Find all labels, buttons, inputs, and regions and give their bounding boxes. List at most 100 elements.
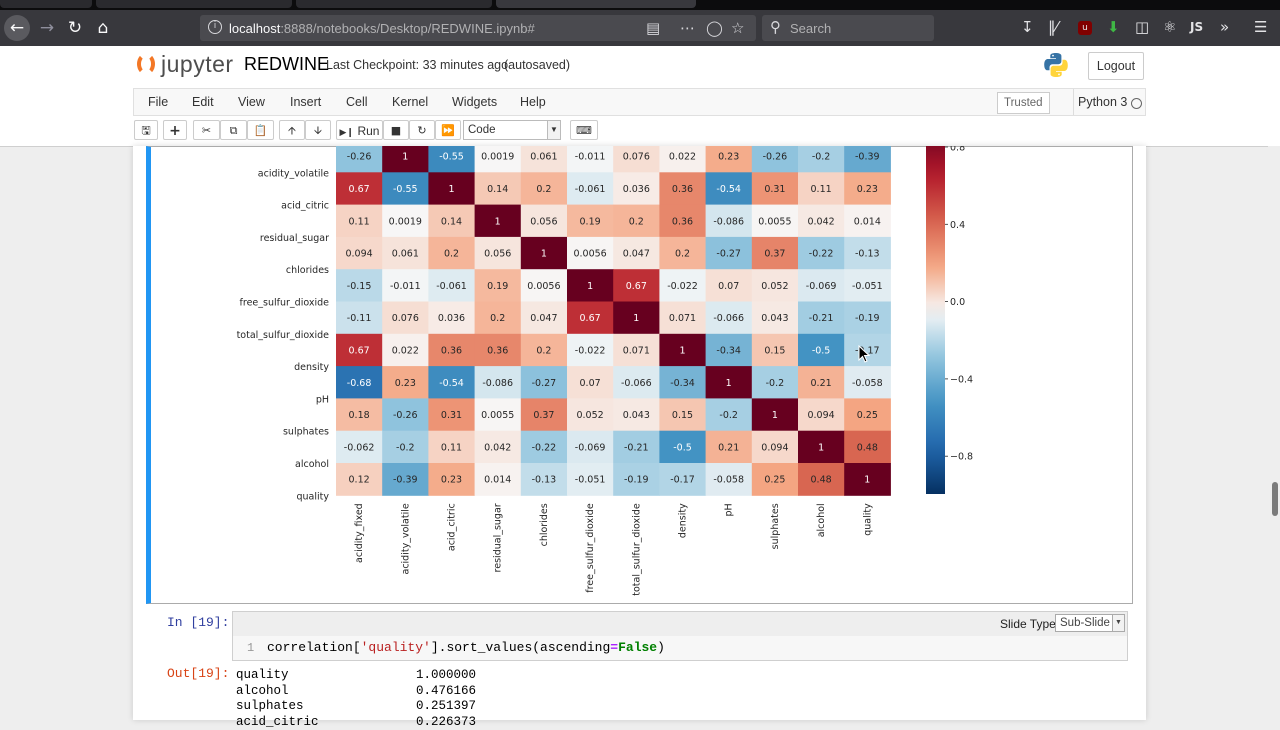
heatmap-cell-label: 0.11 xyxy=(349,216,370,227)
heatmap-cell-label: 0.061 xyxy=(530,152,557,163)
heatmap-cell-label: 0.67 xyxy=(349,345,370,356)
restart-run-all-icon[interactable]: ⏩ xyxy=(435,120,461,140)
notebook-name[interactable]: REDWINE xyxy=(244,54,329,74)
site-info-icon[interactable]: i xyxy=(208,20,222,34)
kernel-name[interactable]: Python 3 xyxy=(1078,95,1128,109)
heatmap-x-tick-label: free_sulfur_dioxide xyxy=(585,503,596,593)
page-actions-icon[interactable]: ⋯ xyxy=(680,19,695,37)
ublock-icon[interactable]: u xyxy=(1078,21,1092,35)
save-icon[interactable]: 🖫 xyxy=(134,120,158,140)
url-bar[interactable]: i localhost:8888/notebooks/Desktop/REDWI… xyxy=(200,15,756,41)
bookmark-star-icon[interactable]: ☆ xyxy=(731,19,745,37)
move-up-icon[interactable]: 🡩 xyxy=(279,120,305,140)
browser-tab-active[interactable] xyxy=(496,0,696,8)
reload-icon[interactable]: ↻ xyxy=(67,18,83,38)
library-icon[interactable]: ‖⁄ xyxy=(1048,18,1059,36)
heatmap-cell xyxy=(751,146,799,173)
notebook-toolbar: 🖫 + ✂ ⧉ 📋 🡩 🡫 ▶❙ Run ■ ↻ ⏩ Code ▼ ⌨ xyxy=(133,118,1146,144)
heatmap-cell xyxy=(659,366,707,399)
sidebar-icon[interactable]: ◫ xyxy=(1135,18,1150,36)
heatmap-cell xyxy=(474,204,522,238)
cut-icon[interactable]: ✂ xyxy=(193,120,220,140)
heatmap-cell-label: 0.36 xyxy=(441,345,462,356)
heatmap-cell-label: 0.042 xyxy=(807,216,834,227)
url-text[interactable]: localhost:8888/notebooks/Desktop/REDWINE… xyxy=(229,21,535,36)
insert-cell-icon[interactable]: + xyxy=(163,120,187,140)
heatmap-cell xyxy=(520,204,568,238)
menu-edit[interactable]: Edit xyxy=(192,95,214,109)
browser-tab[interactable] xyxy=(0,0,92,8)
heatmap-cell-label: 0.11 xyxy=(811,184,832,195)
heatmap-cell xyxy=(798,398,845,432)
heatmap-cell xyxy=(428,366,476,399)
heatmap-cell-label: 1 xyxy=(726,378,732,389)
code-text[interactable]: correlation['quality'].sort_values(ascen… xyxy=(267,640,665,655)
scrollbar-thumb[interactable] xyxy=(1272,482,1278,516)
heatmap-cell-label: 0.036 xyxy=(623,184,650,195)
paste-icon[interactable]: 📋 xyxy=(247,120,274,140)
heatmap-cell-label: 0.052 xyxy=(576,410,603,421)
code-editor[interactable]: 1 correlation['quality'].sort_values(asc… xyxy=(233,636,1127,660)
logout-button[interactable]: Logout xyxy=(1088,52,1144,80)
trusted-indicator[interactable]: Trusted xyxy=(997,92,1050,114)
heatmap-cell xyxy=(382,430,429,464)
heatmap-cell xyxy=(520,301,568,335)
home-icon[interactable]: ⌂ xyxy=(97,18,109,38)
heatmap-x-tick-label: quality xyxy=(862,503,873,536)
move-down-icon[interactable]: 🡫 xyxy=(305,120,331,140)
heatmap-cell xyxy=(798,146,845,173)
heatmap-x-tick-label: sulphates xyxy=(770,503,781,549)
download-icon[interactable]: ↧ xyxy=(1021,18,1034,36)
heatmap-cell-label: 0.036 xyxy=(438,313,465,324)
heatmap-cell xyxy=(705,146,753,173)
heatmap-cell-label: 0.19 xyxy=(580,216,601,227)
menu-help[interactable]: Help xyxy=(520,95,546,109)
heatmap-cell-label: 0.071 xyxy=(669,313,696,324)
heatmap-cell-label: -0.13 xyxy=(532,475,557,486)
menu-cell[interactable]: Cell xyxy=(346,95,368,109)
heatmap-cell xyxy=(336,204,383,238)
heatmap-x-tick-label: residual_sugar xyxy=(493,503,504,572)
heatmap-cell xyxy=(428,463,476,496)
browser-tab[interactable] xyxy=(296,0,492,8)
heatmap-cell-label: 0.052 xyxy=(761,281,788,292)
heatmap-cell xyxy=(844,366,891,399)
page-scrollbar[interactable] xyxy=(1268,146,1280,720)
menu-file[interactable]: File xyxy=(148,95,169,109)
cell-type-select[interactable]: Code ▼ xyxy=(463,120,561,140)
heatmap-cell xyxy=(567,301,614,335)
slide-type-select[interactable]: Sub-Slide ▼ xyxy=(1055,614,1125,632)
pocket-icon[interactable]: ◯ xyxy=(706,19,723,37)
heatmap-cell xyxy=(798,301,845,335)
hamburger-menu-icon[interactable]: ☰ xyxy=(1254,18,1268,36)
slide-type-label: Slide Type xyxy=(1000,617,1056,631)
search-bar[interactable]: ⚲ Search xyxy=(762,15,934,41)
copy-icon[interactable]: ⧉ xyxy=(220,120,247,140)
menu-view[interactable]: View xyxy=(238,95,265,109)
reader-mode-icon[interactable]: ▤ xyxy=(646,19,661,37)
heatmap-cell xyxy=(659,204,707,238)
menu-widgets[interactable]: Widgets xyxy=(452,95,498,109)
back-icon[interactable]: ← xyxy=(4,15,30,41)
run-button[interactable]: ▶❙ Run xyxy=(336,120,383,140)
heatmap-cell xyxy=(844,398,891,432)
restart-icon[interactable]: ↻ xyxy=(409,120,435,140)
menu-insert[interactable]: Insert xyxy=(290,95,322,109)
forward-icon[interactable]: → xyxy=(39,18,55,38)
heatmap-cell xyxy=(474,172,522,206)
heatmap-cell xyxy=(798,430,845,464)
command-palette-icon[interactable]: ⌨ xyxy=(570,120,598,140)
heatmap-cell-label: -0.15 xyxy=(347,281,372,292)
stop-icon[interactable]: ■ xyxy=(383,120,409,140)
jsonview-icon[interactable]: JS xyxy=(1190,20,1204,34)
menu-kernel[interactable]: Kernel xyxy=(392,95,429,109)
extension-download-icon[interactable]: ⬇ xyxy=(1107,18,1120,36)
search-icon: ⚲ xyxy=(770,18,781,36)
browser-tab[interactable] xyxy=(96,0,292,8)
heatmap-cell-label: 0.23 xyxy=(441,475,462,486)
heatmap-cell xyxy=(844,204,891,238)
extension-icon[interactable]: ⚛ xyxy=(1163,18,1177,36)
overflow-menu-icon[interactable]: » xyxy=(1220,18,1230,36)
heatmap-y-tick-label: acidity_volatile xyxy=(258,168,329,179)
code-cell[interactable]: Slide Type Sub-Slide ▼ 1 correlation['qua… xyxy=(232,611,1128,661)
